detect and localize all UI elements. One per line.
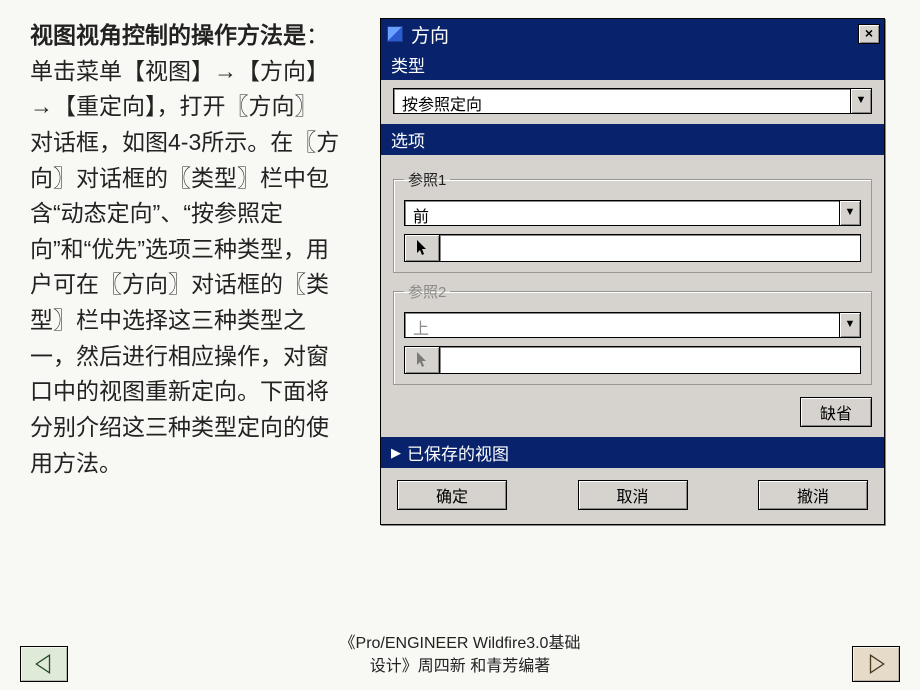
- close-icon: ×: [865, 25, 873, 41]
- reference-1-dropdown-button[interactable]: ▼: [839, 200, 861, 226]
- article-body: ：单击菜单【视图】→【方向】→【重定向】，打开〖方向〗对话框，如图4-3所示。在…: [30, 22, 339, 476]
- chevron-down-icon: ▼: [845, 318, 856, 330]
- prev-slide-button[interactable]: [20, 646, 68, 682]
- cursor-icon: [415, 351, 429, 369]
- reference-2-dropdown-button[interactable]: ▼: [839, 312, 861, 338]
- type-combobox-dropdown-button[interactable]: ▼: [850, 88, 872, 114]
- section-type-label: 类型: [391, 52, 425, 77]
- expand-arrow-icon: ▶: [391, 445, 401, 461]
- reference-2-group: 参照2 上 ▼: [393, 281, 872, 385]
- reference-2-value[interactable]: 上: [404, 312, 839, 338]
- dialog-title: 方向: [411, 21, 858, 48]
- cursor-icon: [415, 239, 429, 257]
- chevron-down-icon: ▼: [856, 94, 867, 106]
- reference-2-combobox[interactable]: 上 ▼: [404, 312, 861, 338]
- orientation-dialog: 方向 × 类型 按参照定向 ▼ 选项 参照1 前: [380, 18, 885, 525]
- type-combobox[interactable]: 按参照定向 ▼: [393, 88, 872, 114]
- system-icon: [387, 26, 403, 42]
- saved-views-header[interactable]: ▶ 已保存的视图: [381, 437, 884, 468]
- reference-1-pick-button[interactable]: [404, 234, 440, 262]
- close-button[interactable]: ×: [858, 24, 880, 44]
- reference-2-selection-field[interactable]: [440, 346, 861, 374]
- footer-line-1: 《Pro/ENGINEER Wildfire3.0基础: [0, 633, 920, 655]
- ok-button[interactable]: 确定: [397, 480, 507, 510]
- article-lead: 视图视角控制的操作方法是: [30, 22, 306, 48]
- default-button[interactable]: 缺省: [800, 397, 872, 427]
- next-slide-button[interactable]: [852, 646, 900, 682]
- undo-button[interactable]: 撤消: [758, 480, 868, 510]
- section-options-header: 选项: [381, 124, 884, 155]
- saved-views-label: 已保存的视图: [407, 440, 509, 465]
- section-type-header: 类型: [381, 49, 884, 80]
- reference-1-legend: 参照1: [404, 169, 450, 190]
- reference-1-group: 参照1 前 ▼: [393, 169, 872, 273]
- chevron-down-icon: ▼: [845, 206, 856, 218]
- article-text: 视图视角控制的操作方法是：单击菜单【视图】→【方向】→【重定向】，打开〖方向〗对…: [30, 18, 340, 525]
- cancel-button[interactable]: 取消: [578, 480, 688, 510]
- type-combobox-value[interactable]: 按参照定向: [393, 88, 850, 114]
- footer-citation: 《Pro/ENGINEER Wildfire3.0基础 设计》周四新 和青芳编著: [0, 633, 920, 678]
- section-options-label: 选项: [391, 127, 425, 152]
- reference-1-combobox[interactable]: 前 ▼: [404, 200, 861, 226]
- footer-line-2: 设计》周四新 和青芳编著: [0, 656, 920, 678]
- reference-1-value[interactable]: 前: [404, 200, 839, 226]
- reference-2-legend: 参照2: [404, 281, 450, 302]
- reference-2-pick-button[interactable]: [404, 346, 440, 374]
- reference-1-selection-field[interactable]: [440, 234, 861, 262]
- triangle-left-icon: [33, 653, 55, 675]
- triangle-right-icon: [865, 653, 887, 675]
- dialog-titlebar[interactable]: 方向 ×: [381, 19, 884, 49]
